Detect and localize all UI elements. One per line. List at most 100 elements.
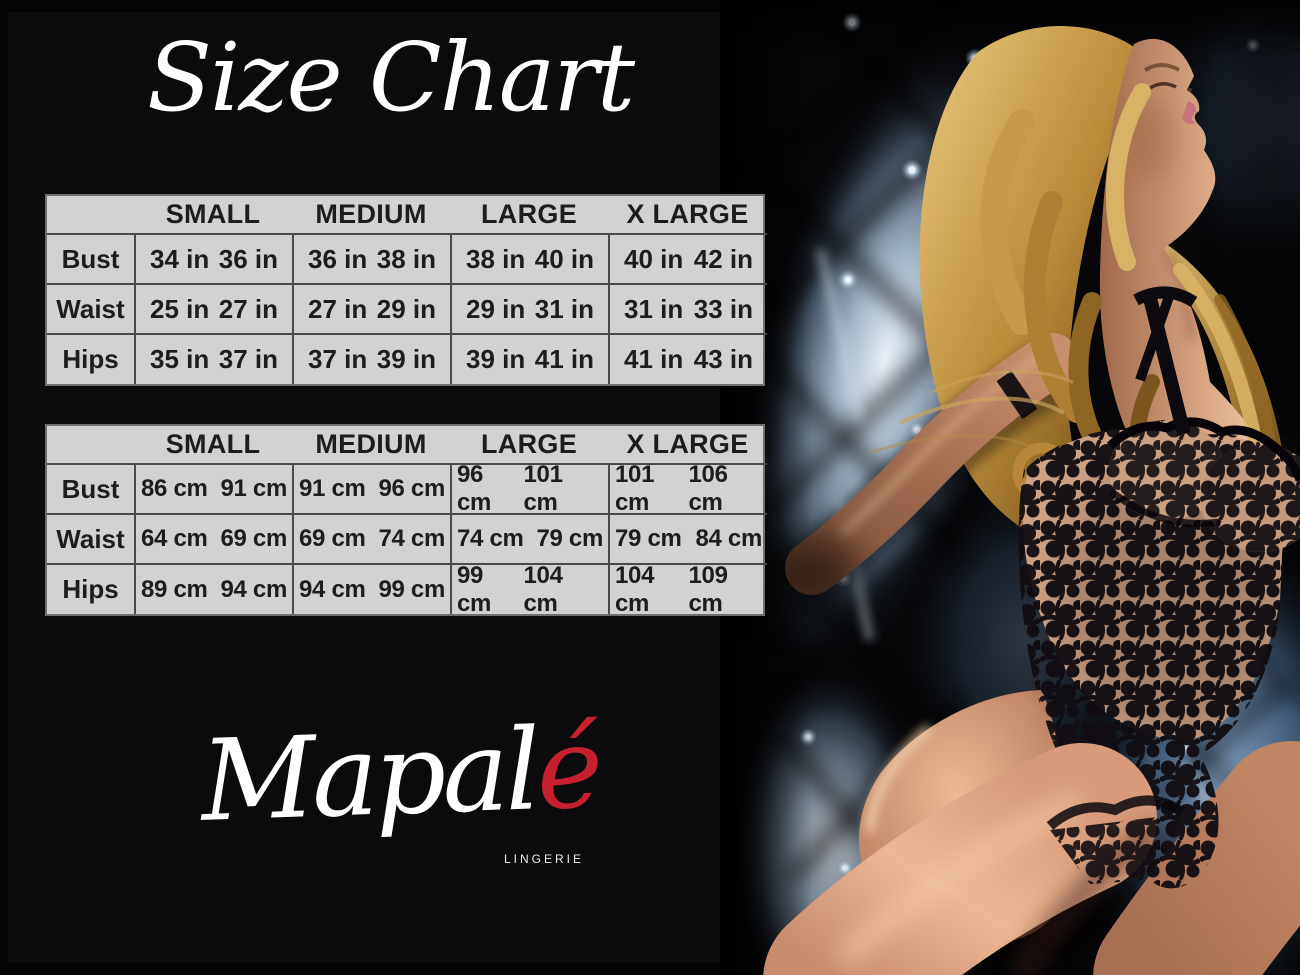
measure-value: 79 cm [615, 525, 682, 552]
model-photo [720, 0, 1300, 975]
measure-value: 96 cm [457, 461, 492, 516]
measure-cell: 74 cm 79 cm [450, 515, 608, 565]
measure-value: 96 cm [378, 475, 445, 502]
col-header-xlarge: X LARGE [608, 426, 767, 465]
measure-cell: 34 in 36 in [134, 235, 292, 285]
col-header-large: LARGE [450, 426, 608, 465]
measure-value: 27 in [308, 293, 368, 324]
measure-cell: 29 in 31 in [450, 285, 608, 335]
measure-value: 40 in [534, 243, 594, 274]
measure-value: 39 in [376, 344, 436, 374]
measure-value: 37 in [308, 344, 368, 374]
closed-eye [1149, 82, 1177, 90]
brand-name: Mapalé [148, 703, 652, 847]
measure-cell: 96 cm 101 cm [450, 461, 608, 516]
eyebrow [1143, 63, 1181, 72]
measure-cell: 101 cm 106 cm [608, 461, 767, 516]
measure-cell: 36 in 38 in [292, 235, 450, 285]
row-label-bust: Bust [47, 465, 134, 515]
col-header-large: LARGE [450, 196, 608, 235]
row-label-hips: Hips [62, 344, 119, 374]
measure-value: 35 in [150, 344, 210, 374]
measure-value: 84 cm [695, 525, 762, 552]
measure-cell: 64 cm 69 cm [134, 515, 292, 565]
size-table-inches: SMALL MEDIUM LARGE X LARGE Bust 34 in 36 … [45, 194, 767, 386]
measure-value: 36 in [308, 243, 368, 274]
measure-cell: 25 in 27 in [134, 285, 292, 335]
measure-value: 42 in [693, 243, 753, 274]
col-header-medium: MEDIUM [292, 426, 450, 465]
header-empty-cell [47, 196, 134, 235]
measure-value: 36 in [218, 243, 278, 274]
measure-value: 69 cm [220, 525, 287, 552]
measure-cell: 31 in 33 in [608, 285, 767, 335]
measure-cell: 27 in 29 in [292, 285, 450, 335]
measure-value: 31 in [534, 293, 594, 324]
measure-cell: 99 cm 104 cm [450, 562, 608, 617]
measure-value: 101 cm [615, 461, 655, 516]
measure-value: 69 cm [299, 525, 366, 552]
page-title: Size Chart [146, 23, 635, 133]
measure-value: 38 in [376, 243, 436, 274]
lace-leg-trim [1046, 795, 1185, 830]
measure-cell: 94 cm 99 cm [292, 565, 450, 614]
measure-cell: 40 in 42 in [608, 235, 767, 285]
halter-straps [1133, 286, 1198, 436]
row-label-waist: Waist [47, 515, 134, 565]
arm-strap [996, 370, 1038, 420]
model-figure [751, 26, 1300, 975]
brand-name-main: Mapal [198, 705, 539, 847]
lace-bra-cups [1106, 417, 1300, 552]
measure-value: 39 in [466, 344, 526, 374]
measure-cell: 38 in 40 in [450, 235, 608, 285]
col-header-medium: MEDIUM [292, 196, 450, 235]
measure-cell: 35 in 37 in [134, 335, 292, 384]
measure-cell: 86 cm 91 cm [134, 465, 292, 515]
measure-value: 99 cm [378, 575, 445, 603]
header-empty-cell [47, 426, 134, 465]
measure-value: 94 cm [299, 575, 366, 603]
brand-logo: Mapalé LINGERIE [150, 700, 650, 895]
measure-value: 64 cm [141, 525, 208, 552]
measure-value: 94 cm [220, 575, 287, 603]
measure-value: 29 in [466, 293, 526, 324]
measure-cell: 39 in 41 in [450, 335, 608, 384]
measure-cell: 79 cm 84 cm [608, 515, 767, 565]
row-label-hips: Hips [62, 574, 119, 604]
lips [1182, 101, 1197, 124]
measure-value: 86 cm [141, 475, 208, 502]
measure-value: 99 cm [457, 561, 492, 617]
measure-value: 27 in [218, 293, 278, 324]
measure-value: 91 cm [299, 475, 366, 502]
measure-value: 38 in [466, 243, 526, 274]
col-header-small: SMALL [134, 426, 292, 465]
measure-value: 109 cm [688, 561, 728, 617]
measure-value: 25 in [150, 293, 210, 324]
measure-value: 33 in [693, 293, 753, 324]
measure-value: 101 cm [523, 461, 563, 516]
measure-cell: 69 cm 74 cm [292, 515, 450, 565]
nostril [1188, 88, 1192, 92]
measure-value: 104 cm [615, 561, 655, 617]
col-header-xlarge: X LARGE [608, 196, 767, 235]
measure-value: 41 in [624, 344, 684, 374]
measure-value: 37 in [218, 344, 278, 374]
measure-cell: 41 in 43 in [608, 335, 767, 384]
col-header-small: SMALL [134, 196, 292, 235]
measure-value: 91 cm [220, 475, 287, 502]
brand-tagline: LINGERIE [503, 852, 584, 866]
measure-cell: 104 cm 109 cm [608, 562, 767, 617]
row-label-bust: Bust [47, 235, 134, 285]
measure-cell: 91 cm 96 cm [292, 465, 450, 515]
measure-value: 31 in [624, 293, 684, 324]
measure-value: 104 cm [523, 561, 563, 617]
measure-value: 74 cm [457, 525, 524, 552]
measure-value: 106 cm [688, 461, 728, 516]
measure-value: 89 cm [141, 575, 208, 603]
measure-value: 41 in [534, 344, 594, 374]
measure-value: 43 in [693, 344, 753, 374]
measure-value: 29 in [376, 293, 436, 324]
measure-value: 74 cm [378, 525, 445, 552]
brand-name-accent: é [534, 703, 602, 836]
